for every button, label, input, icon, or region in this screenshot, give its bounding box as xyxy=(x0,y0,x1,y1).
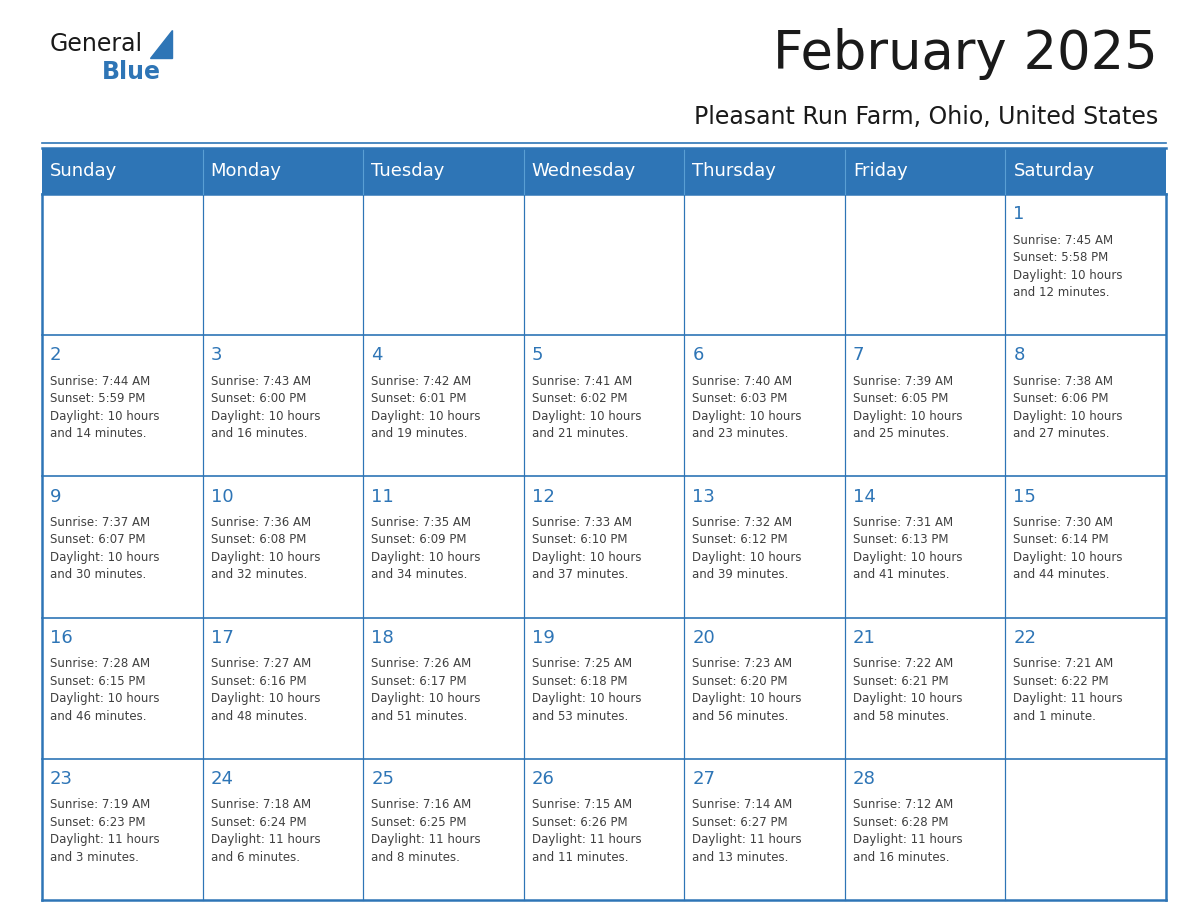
Text: 23: 23 xyxy=(50,770,72,788)
Text: 20: 20 xyxy=(693,629,715,647)
Text: 28: 28 xyxy=(853,770,876,788)
Text: Sunrise: 7:39 AM
Sunset: 6:05 PM
Daylight: 10 hours
and 25 minutes.: Sunrise: 7:39 AM Sunset: 6:05 PM Dayligh… xyxy=(853,375,962,441)
Text: Sunrise: 7:14 AM
Sunset: 6:27 PM
Daylight: 11 hours
and 13 minutes.: Sunrise: 7:14 AM Sunset: 6:27 PM Dayligh… xyxy=(693,799,802,864)
Text: Sunrise: 7:43 AM
Sunset: 6:00 PM
Daylight: 10 hours
and 16 minutes.: Sunrise: 7:43 AM Sunset: 6:00 PM Dayligh… xyxy=(210,375,320,441)
Text: Sunrise: 7:44 AM
Sunset: 5:59 PM
Daylight: 10 hours
and 14 minutes.: Sunrise: 7:44 AM Sunset: 5:59 PM Dayligh… xyxy=(50,375,159,441)
Text: 19: 19 xyxy=(532,629,555,647)
Text: Sunrise: 7:12 AM
Sunset: 6:28 PM
Daylight: 11 hours
and 16 minutes.: Sunrise: 7:12 AM Sunset: 6:28 PM Dayligh… xyxy=(853,799,962,864)
Text: 17: 17 xyxy=(210,629,234,647)
Text: Friday: Friday xyxy=(853,162,908,180)
Text: Sunrise: 7:18 AM
Sunset: 6:24 PM
Daylight: 11 hours
and 6 minutes.: Sunrise: 7:18 AM Sunset: 6:24 PM Dayligh… xyxy=(210,799,321,864)
Text: 21: 21 xyxy=(853,629,876,647)
Text: Thursday: Thursday xyxy=(693,162,776,180)
Text: Sunrise: 7:37 AM
Sunset: 6:07 PM
Daylight: 10 hours
and 30 minutes.: Sunrise: 7:37 AM Sunset: 6:07 PM Dayligh… xyxy=(50,516,159,581)
Text: Sunrise: 7:32 AM
Sunset: 6:12 PM
Daylight: 10 hours
and 39 minutes.: Sunrise: 7:32 AM Sunset: 6:12 PM Dayligh… xyxy=(693,516,802,581)
Text: Saturday: Saturday xyxy=(1013,162,1094,180)
Text: 10: 10 xyxy=(210,487,233,506)
Text: Sunrise: 7:45 AM
Sunset: 5:58 PM
Daylight: 10 hours
and 12 minutes.: Sunrise: 7:45 AM Sunset: 5:58 PM Dayligh… xyxy=(1013,233,1123,299)
Text: Sunrise: 7:41 AM
Sunset: 6:02 PM
Daylight: 10 hours
and 21 minutes.: Sunrise: 7:41 AM Sunset: 6:02 PM Dayligh… xyxy=(532,375,642,441)
Text: 22: 22 xyxy=(1013,629,1036,647)
Text: 27: 27 xyxy=(693,770,715,788)
Text: Pleasant Run Farm, Ohio, United States: Pleasant Run Farm, Ohio, United States xyxy=(694,105,1158,129)
Text: Tuesday: Tuesday xyxy=(371,162,444,180)
Text: Sunrise: 7:36 AM
Sunset: 6:08 PM
Daylight: 10 hours
and 32 minutes.: Sunrise: 7:36 AM Sunset: 6:08 PM Dayligh… xyxy=(210,516,320,581)
Text: 7: 7 xyxy=(853,346,865,364)
Text: 8: 8 xyxy=(1013,346,1025,364)
Text: 26: 26 xyxy=(532,770,555,788)
Text: 2: 2 xyxy=(50,346,62,364)
Text: Sunrise: 7:40 AM
Sunset: 6:03 PM
Daylight: 10 hours
and 23 minutes.: Sunrise: 7:40 AM Sunset: 6:03 PM Dayligh… xyxy=(693,375,802,441)
Text: General: General xyxy=(50,32,143,56)
Text: 5: 5 xyxy=(532,346,543,364)
Text: 6: 6 xyxy=(693,346,703,364)
Text: 14: 14 xyxy=(853,487,876,506)
Text: Sunrise: 7:27 AM
Sunset: 6:16 PM
Daylight: 10 hours
and 48 minutes.: Sunrise: 7:27 AM Sunset: 6:16 PM Dayligh… xyxy=(210,657,320,722)
Text: 1: 1 xyxy=(1013,206,1025,223)
Text: Sunrise: 7:33 AM
Sunset: 6:10 PM
Daylight: 10 hours
and 37 minutes.: Sunrise: 7:33 AM Sunset: 6:10 PM Dayligh… xyxy=(532,516,642,581)
Text: Sunrise: 7:22 AM
Sunset: 6:21 PM
Daylight: 10 hours
and 58 minutes.: Sunrise: 7:22 AM Sunset: 6:21 PM Dayligh… xyxy=(853,657,962,722)
Bar xyxy=(42,148,1165,194)
Text: 9: 9 xyxy=(50,487,62,506)
Text: Wednesday: Wednesday xyxy=(532,162,636,180)
Text: Sunrise: 7:16 AM
Sunset: 6:25 PM
Daylight: 11 hours
and 8 minutes.: Sunrise: 7:16 AM Sunset: 6:25 PM Dayligh… xyxy=(371,799,481,864)
Text: Sunrise: 7:21 AM
Sunset: 6:22 PM
Daylight: 11 hours
and 1 minute.: Sunrise: 7:21 AM Sunset: 6:22 PM Dayligh… xyxy=(1013,657,1123,722)
Text: 4: 4 xyxy=(371,346,383,364)
Text: Sunrise: 7:26 AM
Sunset: 6:17 PM
Daylight: 10 hours
and 51 minutes.: Sunrise: 7:26 AM Sunset: 6:17 PM Dayligh… xyxy=(371,657,481,722)
Text: Sunrise: 7:31 AM
Sunset: 6:13 PM
Daylight: 10 hours
and 41 minutes.: Sunrise: 7:31 AM Sunset: 6:13 PM Dayligh… xyxy=(853,516,962,581)
Text: Sunday: Sunday xyxy=(50,162,118,180)
Text: Sunrise: 7:23 AM
Sunset: 6:20 PM
Daylight: 10 hours
and 56 minutes.: Sunrise: 7:23 AM Sunset: 6:20 PM Dayligh… xyxy=(693,657,802,722)
Text: 16: 16 xyxy=(50,629,72,647)
Text: Sunrise: 7:30 AM
Sunset: 6:14 PM
Daylight: 10 hours
and 44 minutes.: Sunrise: 7:30 AM Sunset: 6:14 PM Dayligh… xyxy=(1013,516,1123,581)
Text: 18: 18 xyxy=(371,629,394,647)
Text: 25: 25 xyxy=(371,770,394,788)
Text: 12: 12 xyxy=(532,487,555,506)
Text: Sunrise: 7:15 AM
Sunset: 6:26 PM
Daylight: 11 hours
and 11 minutes.: Sunrise: 7:15 AM Sunset: 6:26 PM Dayligh… xyxy=(532,799,642,864)
Polygon shape xyxy=(150,30,172,58)
Text: 11: 11 xyxy=(371,487,394,506)
Text: Sunrise: 7:42 AM
Sunset: 6:01 PM
Daylight: 10 hours
and 19 minutes.: Sunrise: 7:42 AM Sunset: 6:01 PM Dayligh… xyxy=(371,375,481,441)
Text: Blue: Blue xyxy=(102,60,162,84)
Text: 3: 3 xyxy=(210,346,222,364)
Text: February 2025: February 2025 xyxy=(773,28,1158,80)
Text: Sunrise: 7:19 AM
Sunset: 6:23 PM
Daylight: 11 hours
and 3 minutes.: Sunrise: 7:19 AM Sunset: 6:23 PM Dayligh… xyxy=(50,799,159,864)
Text: Sunrise: 7:35 AM
Sunset: 6:09 PM
Daylight: 10 hours
and 34 minutes.: Sunrise: 7:35 AM Sunset: 6:09 PM Dayligh… xyxy=(371,516,481,581)
Text: 15: 15 xyxy=(1013,487,1036,506)
Text: Sunrise: 7:25 AM
Sunset: 6:18 PM
Daylight: 10 hours
and 53 minutes.: Sunrise: 7:25 AM Sunset: 6:18 PM Dayligh… xyxy=(532,657,642,722)
Text: Sunrise: 7:38 AM
Sunset: 6:06 PM
Daylight: 10 hours
and 27 minutes.: Sunrise: 7:38 AM Sunset: 6:06 PM Dayligh… xyxy=(1013,375,1123,441)
Text: Sunrise: 7:28 AM
Sunset: 6:15 PM
Daylight: 10 hours
and 46 minutes.: Sunrise: 7:28 AM Sunset: 6:15 PM Dayligh… xyxy=(50,657,159,722)
Text: 13: 13 xyxy=(693,487,715,506)
Text: Monday: Monday xyxy=(210,162,282,180)
Text: 24: 24 xyxy=(210,770,234,788)
